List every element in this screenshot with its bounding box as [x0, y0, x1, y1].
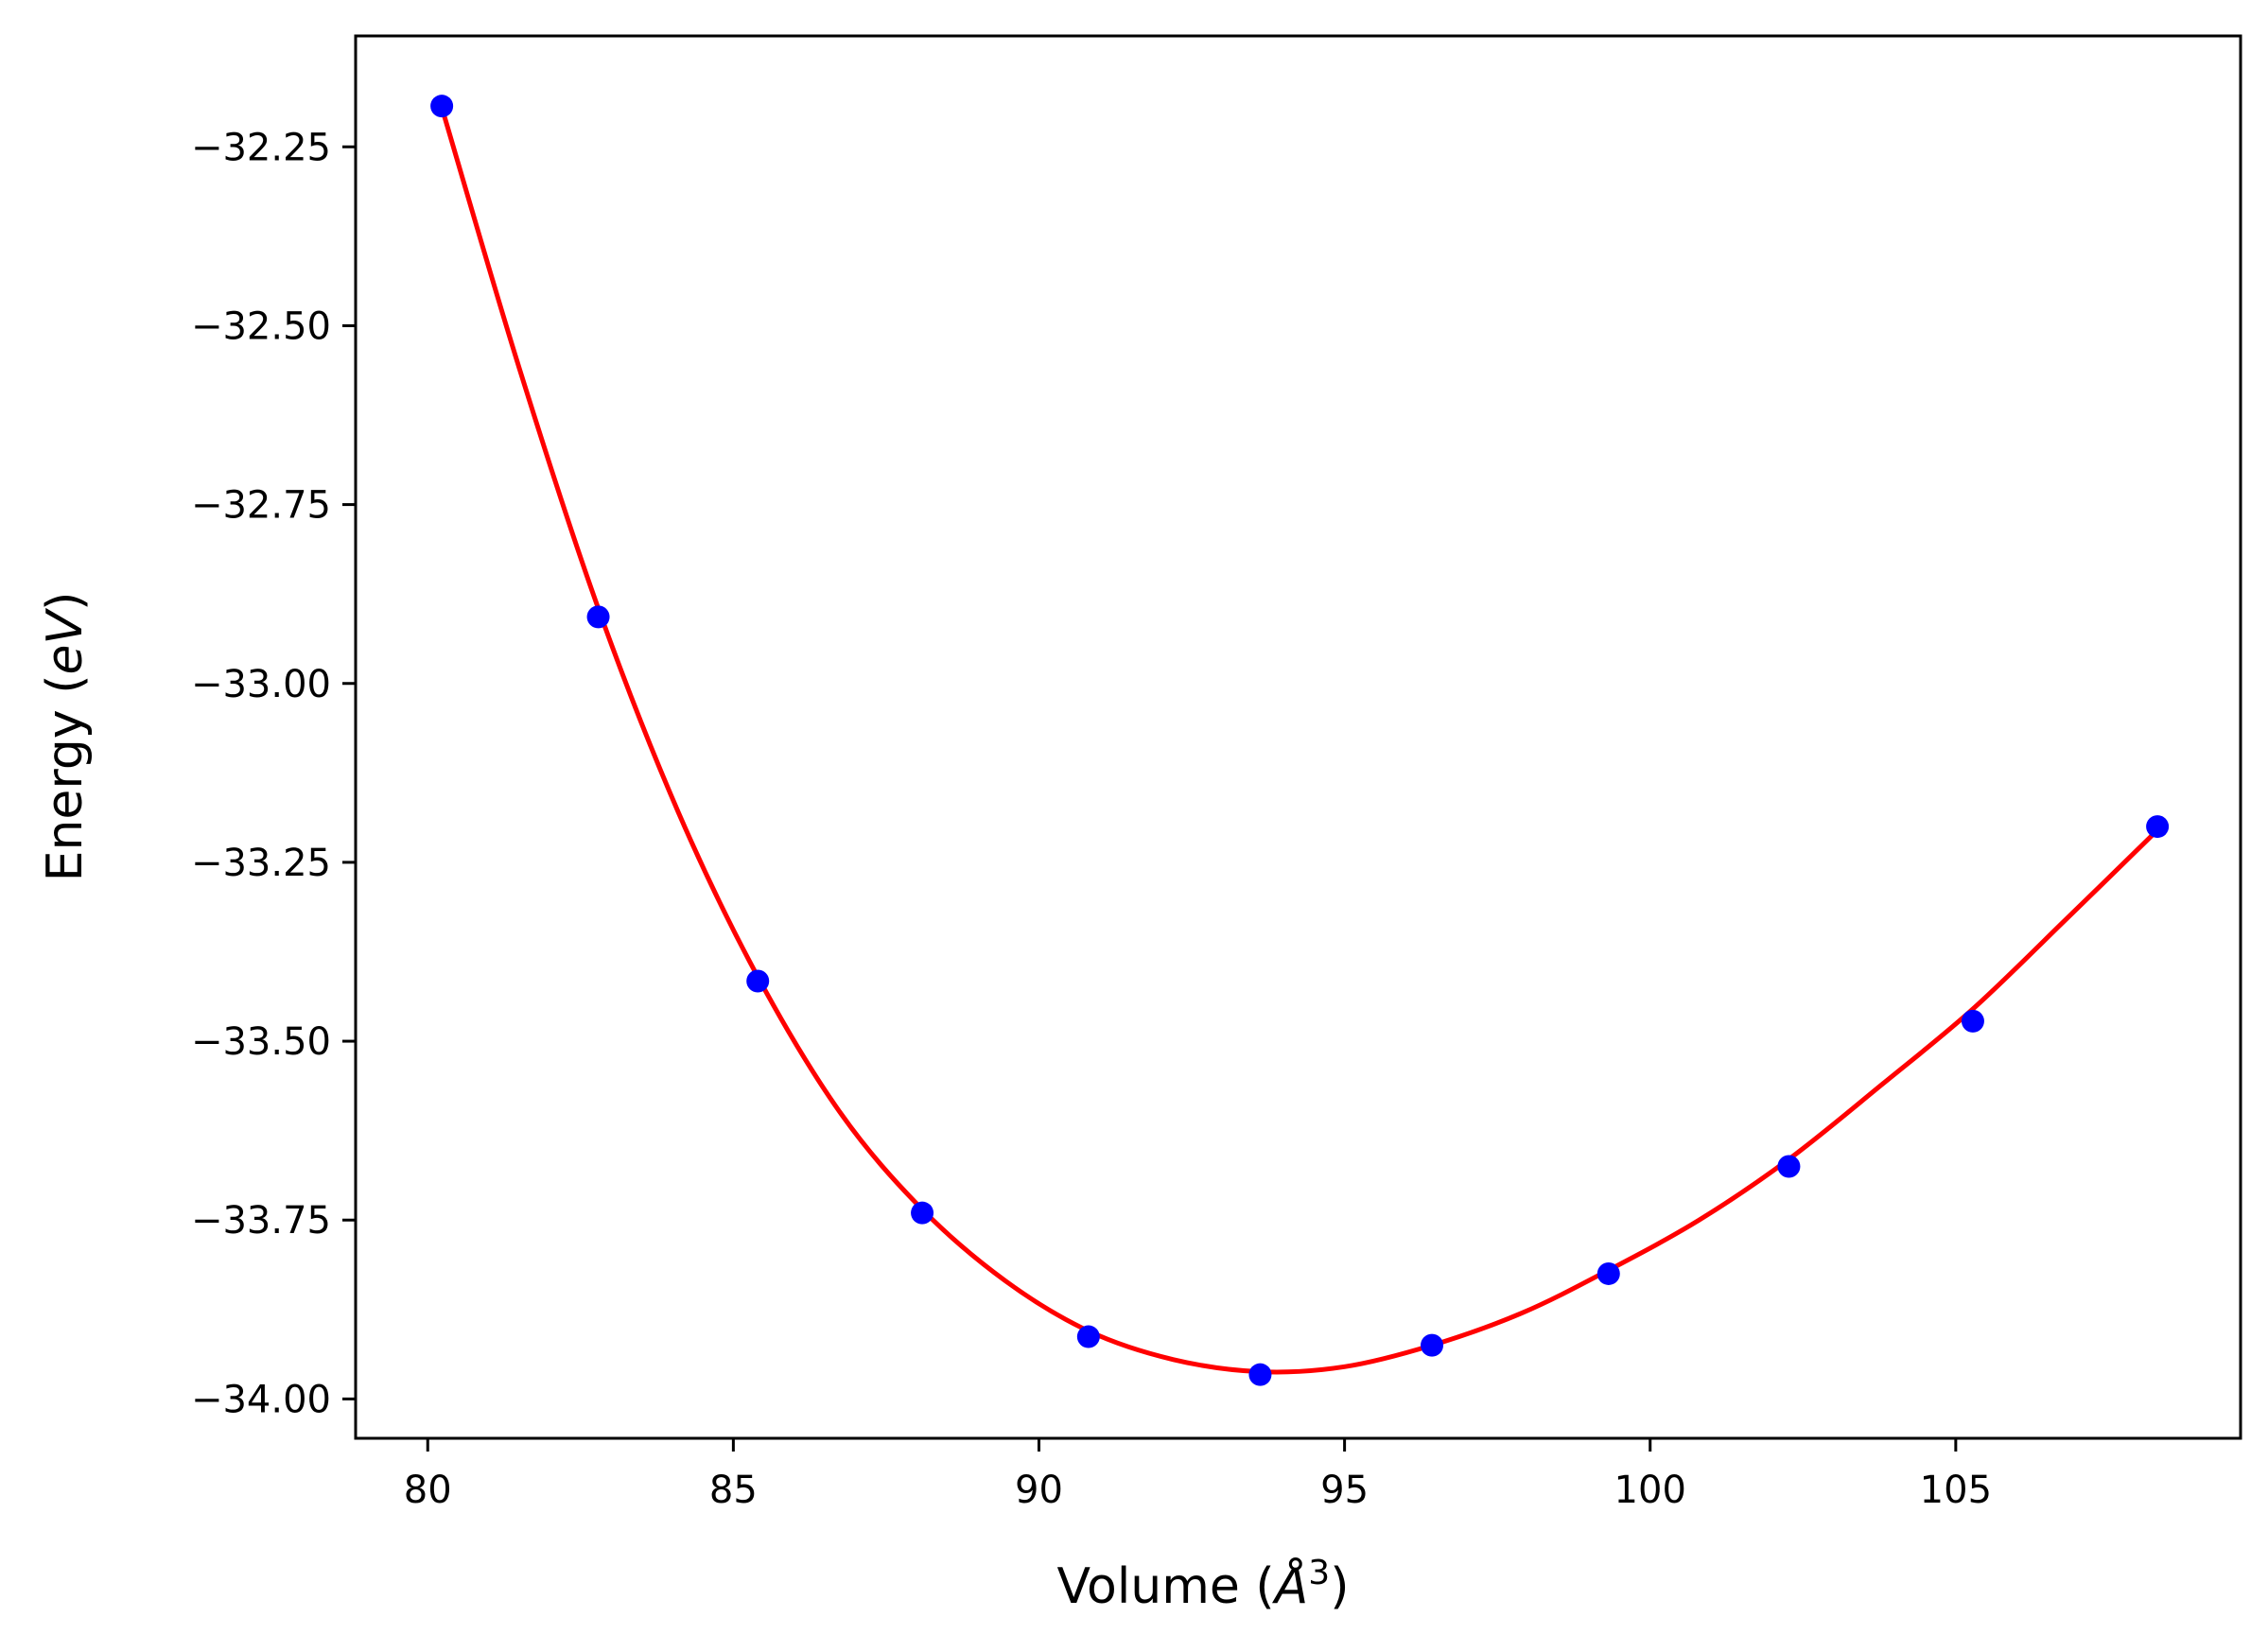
x-tick-label: 105 — [1920, 1469, 1992, 1512]
data-point — [1777, 1155, 1801, 1178]
data-point — [1596, 1261, 1620, 1285]
x-tick-label: 100 — [1614, 1469, 1686, 1512]
y-tick-label: −33.25 — [191, 842, 331, 885]
data-point — [1248, 1363, 1272, 1386]
data-point — [586, 605, 610, 629]
y-tick-label: −33.00 — [191, 663, 331, 706]
x-tick-label: 80 — [404, 1469, 452, 1512]
data-point — [911, 1201, 934, 1225]
y-tick-label: −33.50 — [191, 1020, 331, 1064]
y-tick-label: −32.25 — [191, 126, 331, 169]
x-axis-label: Volume (Å3) — [1057, 1554, 1350, 1616]
fit-line — [439, 106, 2159, 1375]
y-tick-label: −34.00 — [191, 1378, 331, 1421]
x-tick-label: 85 — [709, 1469, 758, 1512]
y-axis-label: Energy (eV) — [37, 592, 94, 882]
y-axis: −32.25 −32.50 −32.75 −33.00 −33.25 −33.50 −33.… — [191, 126, 356, 1421]
data-point — [2146, 815, 2170, 839]
x-axis: 80 85 90 95 100 105 — [404, 1438, 1992, 1512]
y-tick-label: −32.75 — [191, 484, 331, 528]
y-tick-label: −32.50 — [191, 304, 331, 348]
data-point — [1076, 1325, 1100, 1348]
data-point-layer — [430, 95, 2170, 1386]
data-point — [746, 969, 770, 993]
data-point — [1961, 1009, 1984, 1033]
x-tick-label: 90 — [1015, 1469, 1063, 1512]
y-tick-label: −33.75 — [191, 1199, 331, 1243]
data-point — [1421, 1333, 1444, 1357]
x-tick-label: 95 — [1320, 1469, 1369, 1512]
plot-frame — [354, 34, 2242, 1440]
data-point — [430, 95, 454, 118]
fit-curve-layer — [439, 106, 2159, 1375]
